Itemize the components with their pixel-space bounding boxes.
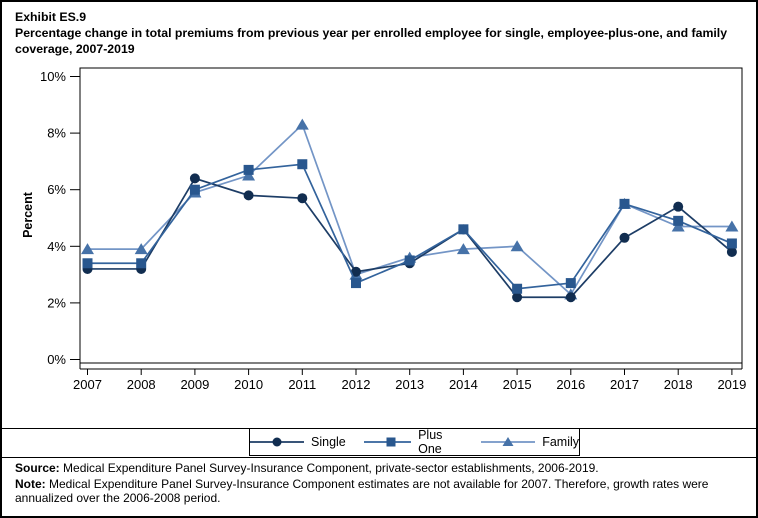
legend-label-single: Single [311, 435, 346, 449]
y-tick-label: 2% [47, 295, 66, 310]
data-point-plus-one-2008 [136, 258, 147, 269]
series-line-single [87, 177, 733, 299]
legend-marker-single [272, 437, 282, 447]
data-point-plus-one-2010 [243, 164, 254, 175]
legend-item-plus-one: Plus One [363, 428, 463, 456]
data-point-family-2008 [134, 243, 148, 255]
header: Exhibit ES.9 Percentage change in total … [15, 9, 750, 57]
y-tick-label: 0% [47, 352, 66, 367]
data-point-family-2015 [510, 240, 524, 252]
chart-legend: Single Plus One Family [249, 428, 580, 456]
x-tick-label: 2008 [127, 377, 156, 392]
data-point-plus-one-2013 [404, 255, 415, 266]
data-point-family-2010 [242, 169, 256, 181]
x-tick-label: 2012 [342, 377, 371, 392]
data-point-single-2010 [243, 190, 254, 201]
footnotes: Source: Medical Expenditure Panel Survey… [15, 461, 748, 507]
data-point-plus-one-2009 [189, 184, 200, 195]
series-line-family [87, 123, 732, 296]
data-point-single-2017 [619, 232, 630, 243]
series-line-plus-one [87, 163, 733, 290]
x-tick-label: 2019 [717, 377, 746, 392]
x-tick-label: 2007 [73, 377, 102, 392]
y-tick-label: 8% [47, 126, 66, 141]
family-marker-sample [481, 437, 536, 446]
legend-item-single: Single [250, 435, 346, 449]
data-point-plus-one-2007 [82, 258, 93, 269]
data-point-single-2015 [512, 292, 523, 303]
x-tick-label: 2010 [234, 377, 263, 392]
y-tick-label: 6% [47, 182, 66, 197]
data-point-plus-one-2019 [726, 238, 737, 249]
x-tick-label: 2016 [556, 377, 585, 392]
plot-area-border [79, 67, 743, 364]
method-note: Note: Medical Expenditure Panel Survey-I… [15, 477, 748, 506]
source-label: Source: [15, 461, 60, 475]
data-point-plus-one-2017 [619, 198, 630, 209]
data-point-family-2014 [456, 243, 470, 255]
x-tick-label: 2018 [664, 377, 693, 392]
data-point-plus-one-2012 [351, 278, 361, 289]
y-tick-label: 10% [40, 69, 66, 84]
legend-marker-family [502, 437, 514, 446]
source-text: Medical Expenditure Panel Survey-Insuran… [59, 461, 599, 475]
data-point-single-2019 [726, 246, 737, 257]
note-text: Medical Expenditure Panel Survey-Insuran… [15, 476, 709, 506]
data-point-family-2018 [671, 220, 685, 232]
x-tick-label: 2015 [503, 377, 532, 392]
x-tick-label: 2009 [180, 377, 209, 392]
single-marker-sample [250, 437, 304, 447]
y-tick-label: 4% [47, 239, 66, 254]
legend-label-family: Family [542, 435, 579, 449]
legend-item-family: Family [481, 435, 579, 449]
data-point-single-2018 [673, 201, 684, 212]
data-point-single-2011 [297, 193, 308, 204]
data-point-plus-one-2011 [297, 159, 308, 170]
data-point-single-2009 [189, 173, 200, 184]
exhibit-number: Exhibit ES.9 [15, 10, 87, 24]
data-point-family-2019 [725, 220, 739, 232]
y-axis-title: Percent [21, 191, 35, 238]
note-label: Note: [15, 476, 46, 491]
legend-label-plus-one: Plus One [418, 428, 443, 456]
data-point-plus-one-2015 [512, 283, 523, 294]
x-tick-label: 2013 [395, 377, 424, 392]
data-point-single-2012 [351, 266, 361, 277]
line-chart: 0% 2% 4% 6% 8% 10% Percent 2007 2008 2009 2010 2011… [21, 67, 746, 392]
data-point-family-2007 [81, 243, 94, 255]
x-tick-label: 2017 [610, 377, 639, 392]
legend-marker-plus-one [386, 437, 396, 447]
plus-one-marker-sample [363, 437, 412, 447]
data-point-plus-one-2016 [565, 278, 576, 289]
x-tick-label: 2011 [288, 377, 316, 392]
data-point-family-2011 [295, 118, 309, 130]
x-tick-label: 2014 [449, 377, 478, 392]
footer-top-rule [2, 457, 756, 458]
data-point-plus-one-2014 [458, 224, 469, 235]
data-point-single-2016 [565, 292, 576, 303]
source-note: Source: Medical Expenditure Panel Survey… [15, 461, 748, 476]
data-point-plus-one-2018 [673, 215, 684, 226]
chart-title: Percentage change in total premiums from… [15, 26, 728, 56]
